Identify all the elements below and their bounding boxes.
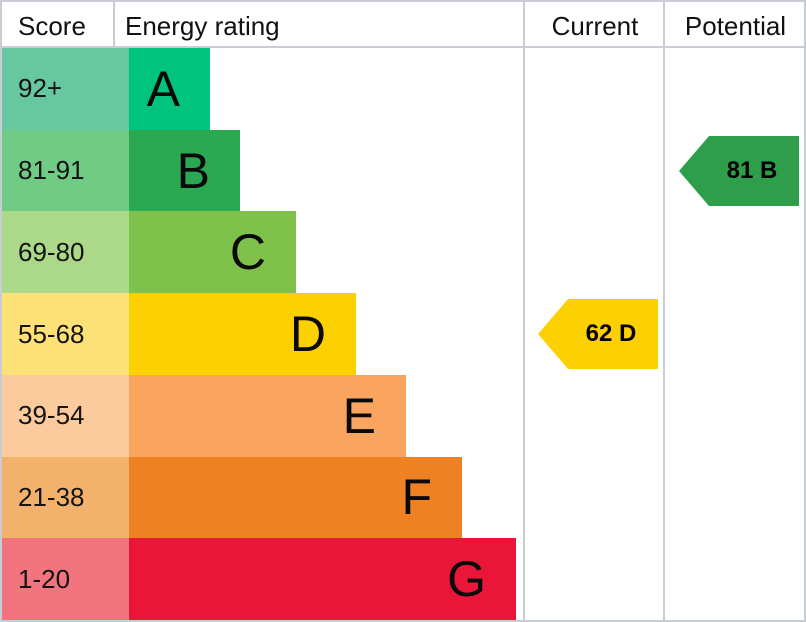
potential-column-divider — [663, 2, 665, 620]
score-range-a: 92+ — [2, 48, 129, 130]
header-underline — [2, 46, 804, 48]
band-row-a: 92+ A — [2, 48, 804, 130]
potential-column-header: Potential — [684, 11, 787, 41]
band-row-b: 81-91 B — [2, 129, 804, 212]
score-range-f: 21-38 — [2, 456, 129, 539]
current-column-divider — [523, 2, 525, 620]
band-rows: 92+ A 81-91 B 69-80 C 55-68 D 39-54 E 21… — [2, 48, 804, 620]
band-row-f: 21-38 F — [2, 456, 804, 539]
band-bar-g: G — [129, 538, 516, 620]
band-row-g: 1-20 G — [2, 538, 804, 620]
band-bar-c: C — [129, 211, 296, 294]
band-bar-a: A — [129, 48, 210, 130]
score-range-g: 1-20 — [2, 538, 129, 620]
band-bar-d: D — [129, 293, 356, 375]
energy-rating-column-header: Energy rating — [125, 11, 280, 41]
score-range-c: 69-80 — [2, 211, 129, 294]
score-range-b: 81-91 — [2, 129, 129, 212]
band-row-c: 69-80 C — [2, 211, 804, 294]
band-row-e: 39-54 E — [2, 374, 804, 457]
score-column-divider — [113, 2, 115, 46]
potential-rating-arrow: 81 B — [679, 136, 799, 206]
band-row-d: 55-68 D — [2, 293, 804, 375]
score-range-e: 39-54 — [2, 374, 129, 457]
current-column-header: Current — [551, 11, 639, 41]
score-column-header: Score — [18, 11, 86, 41]
score-range-d: 55-68 — [2, 293, 129, 375]
band-bar-e: E — [129, 374, 406, 457]
band-bar-b: B — [129, 129, 240, 212]
band-bar-f: F — [129, 456, 462, 539]
